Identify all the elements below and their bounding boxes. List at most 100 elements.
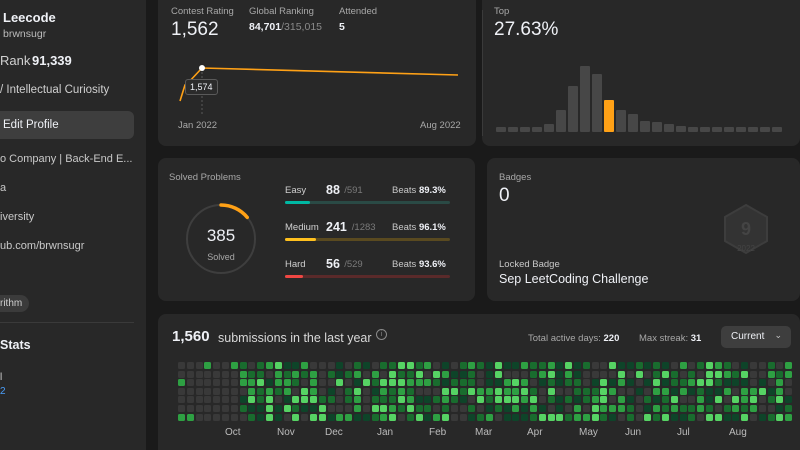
heatmap-cell[interactable] xyxy=(574,413,581,421)
heatmap-cell[interactable] xyxy=(186,405,194,412)
heatmap-cell[interactable] xyxy=(406,396,414,404)
heatmap-cell[interactable] xyxy=(406,379,414,387)
heatmap-cell[interactable] xyxy=(336,396,344,404)
heatmap-cell[interactable] xyxy=(354,387,361,395)
heatmap-cell[interactable] xyxy=(450,379,458,387)
heatmap-cell[interactable] xyxy=(345,387,353,395)
heatmap-cell[interactable] xyxy=(609,362,617,369)
heatmap-cell[interactable] xyxy=(345,370,353,378)
heatmap-cell[interactable] xyxy=(292,413,300,421)
heatmap-cell[interactable] xyxy=(714,362,722,369)
heatmap-cell[interactable] xyxy=(310,362,317,369)
heatmap-cell[interactable] xyxy=(538,370,546,378)
heatmap-cell[interactable] xyxy=(239,387,247,395)
heatmap-cell[interactable] xyxy=(618,387,625,395)
heatmap-cell[interactable] xyxy=(486,379,493,387)
heatmap-cell[interactable] xyxy=(785,362,793,369)
heatmap-cell[interactable] xyxy=(503,362,511,369)
histogram-bar[interactable] xyxy=(568,86,578,132)
heatmap-cell[interactable] xyxy=(758,405,766,412)
heatmap-cell[interactable] xyxy=(609,396,617,404)
heatmap-cell[interactable] xyxy=(310,387,317,395)
heatmap-cell[interactable] xyxy=(741,387,749,395)
heatmap-cell[interactable] xyxy=(565,362,573,369)
heatmap-cell[interactable] xyxy=(706,370,713,378)
heatmap-cell[interactable] xyxy=(609,387,617,395)
heatmap-cell[interactable] xyxy=(591,370,599,378)
locked-badge-icon[interactable]: 9 2022 xyxy=(721,202,771,256)
heatmap-cell[interactable] xyxy=(468,405,476,412)
heatmap-cell[interactable] xyxy=(732,387,740,395)
heatmap-cell[interactable] xyxy=(274,370,282,378)
heatmap-cell[interactable] xyxy=(697,362,705,369)
heatmap-cell[interactable] xyxy=(653,396,661,404)
heatmap-cell[interactable] xyxy=(512,379,520,387)
heatmap-cell[interactable] xyxy=(248,413,256,421)
heatmap-cell[interactable] xyxy=(450,387,458,395)
heatmap-cell[interactable] xyxy=(178,362,185,369)
heatmap-cell[interactable] xyxy=(556,413,564,421)
histogram-bar[interactable] xyxy=(544,124,554,132)
heatmap-cell[interactable] xyxy=(239,362,247,369)
heatmap-cell[interactable] xyxy=(424,387,432,395)
heatmap-cell[interactable] xyxy=(424,413,432,421)
heatmap-cell[interactable] xyxy=(556,370,564,378)
heatmap-cell[interactable] xyxy=(222,387,229,395)
heatmap-cell[interactable] xyxy=(204,396,212,404)
heatmap-cell[interactable] xyxy=(248,362,256,369)
heatmap-cell[interactable] xyxy=(556,387,564,395)
heatmap-cell[interactable] xyxy=(609,370,617,378)
histogram-bar[interactable] xyxy=(640,121,650,132)
heatmap-cell[interactable] xyxy=(503,370,511,378)
heatmap-cell[interactable] xyxy=(477,362,485,369)
heatmap-cell[interactable] xyxy=(714,387,722,395)
heatmap-cell[interactable] xyxy=(380,379,388,387)
heatmap-cell[interactable] xyxy=(785,387,793,395)
heatmap-cell[interactable] xyxy=(354,413,361,421)
heatmap-cell[interactable] xyxy=(758,413,766,421)
heatmap-cell[interactable] xyxy=(442,379,449,387)
heatmap-cell[interactable] xyxy=(723,405,731,412)
heatmap-cell[interactable] xyxy=(459,379,467,387)
heatmap-cell[interactable] xyxy=(582,362,590,369)
heatmap-cell[interactable] xyxy=(750,362,757,369)
heatmap-cell[interactable] xyxy=(362,379,370,387)
heatmap-cell[interactable] xyxy=(644,370,652,378)
heatmap-cell[interactable] xyxy=(213,413,221,421)
heatmap-cell[interactable] xyxy=(582,370,590,378)
heatmap-cell[interactable] xyxy=(318,396,326,404)
heatmap-cell[interactable] xyxy=(574,396,581,404)
heatmap-cell[interactable] xyxy=(723,396,731,404)
heatmap-cell[interactable] xyxy=(486,396,493,404)
heatmap-cell[interactable] xyxy=(600,370,608,378)
heatmap-cell[interactable] xyxy=(406,370,414,378)
heatmap-cell[interactable] xyxy=(450,413,458,421)
heatmap-cell[interactable] xyxy=(635,405,643,412)
heatmap-cell[interactable] xyxy=(257,396,265,404)
heatmap-cell[interactable] xyxy=(767,405,775,412)
heatmap-cell[interactable] xyxy=(178,413,185,421)
heatmap-cell[interactable] xyxy=(433,387,441,395)
histogram-bar[interactable] xyxy=(532,127,542,132)
heatmap-cell[interactable] xyxy=(398,413,405,421)
heatmap-cell[interactable] xyxy=(574,362,581,369)
heatmap-cell[interactable] xyxy=(662,396,669,404)
heatmap-cell[interactable] xyxy=(450,405,458,412)
histogram-bar[interactable] xyxy=(700,127,710,132)
heatmap-cell[interactable] xyxy=(204,362,212,369)
histogram-bar[interactable] xyxy=(580,66,590,132)
heatmap-cell[interactable] xyxy=(424,396,432,404)
heatmap-cell[interactable] xyxy=(310,396,317,404)
heatmap-cell[interactable] xyxy=(186,396,194,404)
heatmap-cell[interactable] xyxy=(688,413,696,421)
heatmap-cell[interactable] xyxy=(327,405,335,412)
heatmap-cell[interactable] xyxy=(591,413,599,421)
heatmap-cell[interactable] xyxy=(741,362,749,369)
heatmap-cell[interactable] xyxy=(644,405,652,412)
heatmap-cell[interactable] xyxy=(459,387,467,395)
heatmap-cell[interactable] xyxy=(582,396,590,404)
heatmap-cell[interactable] xyxy=(186,370,194,378)
histogram-bar[interactable] xyxy=(604,100,614,132)
heatmap-cell[interactable] xyxy=(565,396,573,404)
heatmap-cell[interactable] xyxy=(406,387,414,395)
